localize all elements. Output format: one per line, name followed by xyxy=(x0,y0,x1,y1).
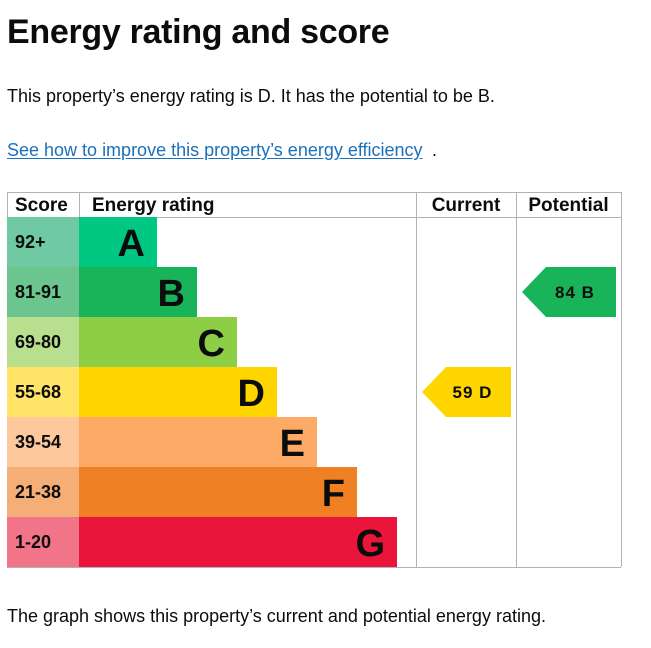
score-cell-c xyxy=(7,317,79,367)
graph-caption: The graph shows this property’s current … xyxy=(7,606,546,626)
header-current: Current xyxy=(432,195,501,216)
score-cell-d xyxy=(7,367,79,417)
rating-bar-a xyxy=(79,217,157,267)
rating-letter-a: A xyxy=(118,223,145,265)
link-period: . xyxy=(432,140,438,160)
rating-bar-b xyxy=(79,267,197,317)
current-rating-arrow xyxy=(422,367,511,417)
rating-letter-b: B xyxy=(158,273,185,315)
score-cell-g xyxy=(7,517,79,567)
score-cell-a xyxy=(7,217,79,267)
score-range-c: 69-80 xyxy=(15,332,61,352)
current-rating-label: 59 D xyxy=(453,383,493,402)
score-range-g: 1-20 xyxy=(15,532,51,552)
score-range-b: 81-91 xyxy=(15,282,61,302)
rating-letter-d: D xyxy=(238,373,265,415)
rating-letter-e: E xyxy=(280,423,305,465)
rating-bar-e xyxy=(79,417,317,467)
rating-letter-g: G xyxy=(355,523,385,565)
rating-bar-d xyxy=(79,367,277,417)
rating-letter-c: C xyxy=(198,323,225,365)
score-range-e: 39-54 xyxy=(15,432,61,452)
page-title: Energy rating and score xyxy=(7,13,390,51)
score-range-a: 92+ xyxy=(15,232,46,252)
rating-letter-f: F xyxy=(322,473,345,515)
header-energy-rating: Energy rating xyxy=(92,195,214,216)
potential-rating-arrow xyxy=(522,267,616,317)
score-cell-b xyxy=(7,267,79,317)
header-potential: Potential xyxy=(528,195,608,216)
header-score: Score xyxy=(15,195,68,216)
score-range-d: 55-68 xyxy=(15,382,61,402)
rating-bar-f xyxy=(79,467,357,517)
score-cell-f xyxy=(7,467,79,517)
score-cell-e xyxy=(7,417,79,467)
potential-rating-label: 84 B xyxy=(555,283,595,302)
rating-bar-g xyxy=(79,517,397,567)
rating-summary: This property’s energy rating is D. It h… xyxy=(7,86,495,106)
improve-efficiency-link[interactable]: See how to improve this property’s energ… xyxy=(7,140,423,160)
rating-bar-c xyxy=(79,317,237,367)
score-range-f: 21-38 xyxy=(15,482,61,502)
